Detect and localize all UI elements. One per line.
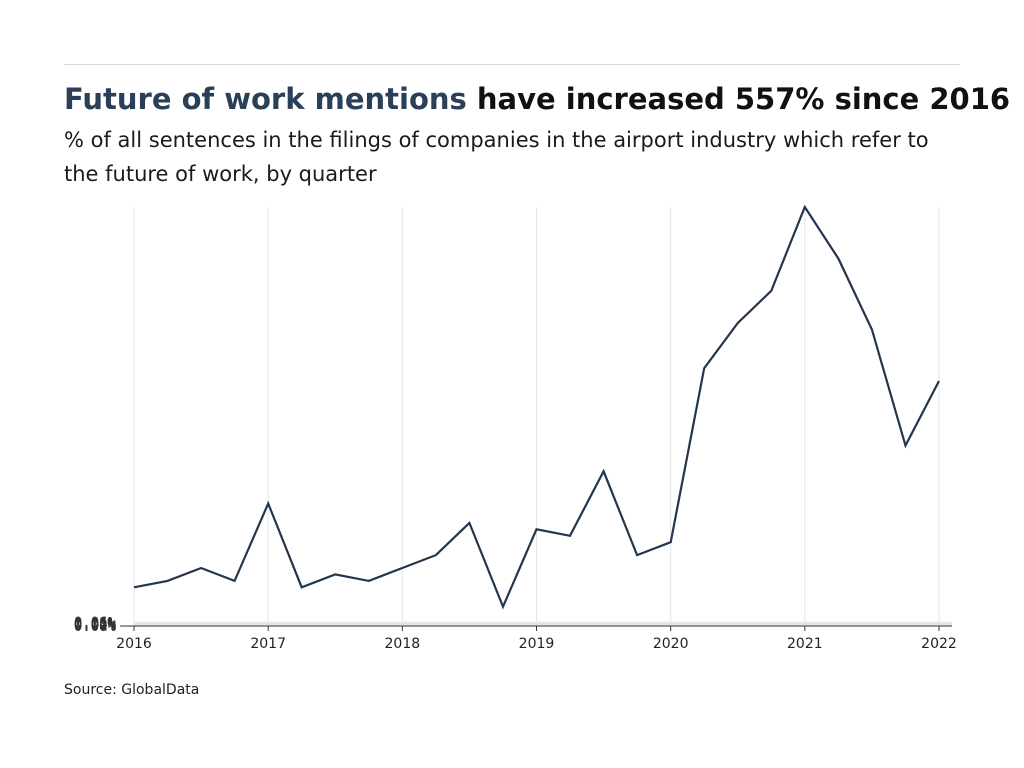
x-tick-label: 2018 (385, 636, 421, 652)
x-tick-label: 2017 (250, 636, 286, 652)
x-tick-label: 2022 (921, 636, 957, 652)
chart-title: Future of work mentions have increased 5… (64, 80, 1010, 118)
series-line (133, 204, 940, 610)
x-tick-label: 2021 (787, 636, 823, 652)
x-tick-label: 2019 (519, 636, 555, 652)
y-tick-label: 0.04% (74, 616, 117, 632)
y-tick-label: 0.06% (74, 615, 117, 631)
y-tick-label: 0.00% (74, 619, 117, 635)
title-accent: Future of work mentions (64, 82, 467, 116)
chart-subtitle: % of all sentences in the filings of com… (64, 128, 929, 186)
x-tick-label: 2020 (653, 636, 689, 652)
y-tick-label: 0.03% (74, 617, 117, 633)
y-tick-label: 0.02% (74, 618, 117, 634)
top-rule (64, 64, 960, 65)
y-tick-label: 0.05% (74, 616, 117, 632)
x-tick-label: 2016 (116, 636, 152, 652)
source-note: Source: GlobalData (64, 682, 200, 698)
y-tick-label: 0.01% (74, 618, 117, 634)
title-rest: have increased 557% since 2016 (466, 82, 1011, 116)
